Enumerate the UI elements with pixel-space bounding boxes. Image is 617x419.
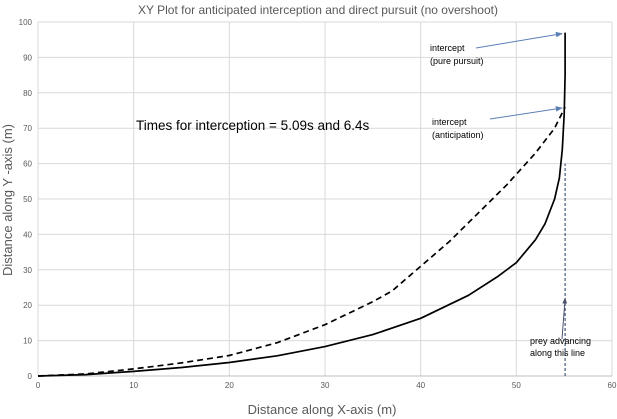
anticipation-line <box>37 106 566 377</box>
annotation-label: prey advancing <box>530 336 591 346</box>
series-group <box>37 32 566 377</box>
x-tick-label: 30 <box>321 381 330 390</box>
x-tick-label: 10 <box>129 381 138 390</box>
y-tick-label: 30 <box>23 266 32 275</box>
grid-lines <box>37 21 613 377</box>
annotation-arrow <box>489 106 563 120</box>
interception-times-label: Times for interception = 5.09s and 6.4s <box>136 118 370 133</box>
chart-title: XY Plot for anticipated interception and… <box>138 3 498 17</box>
y-tick-label: 10 <box>23 337 32 346</box>
tick-labels: 0 10 20 30 40 50 60 0 10 20 30 40 50 60 70 80 90 100 <box>19 18 617 390</box>
y-tick-label: 40 <box>23 230 32 239</box>
x-tick-label: 40 <box>416 381 425 390</box>
pure-pursuit-line <box>37 32 566 377</box>
annotation-2: prey advancing along this line <box>530 297 591 358</box>
y-tick-label: 50 <box>23 195 32 204</box>
x-tick-label: 0 <box>36 381 41 390</box>
y-tick-label: 100 <box>19 18 33 27</box>
annotation-label: (pure pursuit) <box>430 56 484 66</box>
annotation-arrow <box>561 297 568 340</box>
y-tick-label: 90 <box>23 53 32 62</box>
y-tick-label: 80 <box>23 89 32 98</box>
annotation-label: intercept <box>432 117 467 127</box>
x-tick-label: 20 <box>225 381 234 390</box>
annotations: intercept (pure pursuit) intercept (anticip… <box>136 31 591 358</box>
y-tick-label: 60 <box>23 160 32 169</box>
x-tick-label: 50 <box>512 381 521 390</box>
annotation-label: intercept <box>430 43 465 53</box>
annotation-label: (anticipation) <box>432 130 484 140</box>
annotation-0: intercept (pure pursuit) <box>430 31 563 66</box>
annotation-3: Times for interception = 5.09s and 6.4s <box>136 118 370 133</box>
y-tick-label: 20 <box>23 301 32 310</box>
y-axis-title: Distance along Y -axis (m) <box>0 124 15 276</box>
annotation-label: along this line <box>530 348 585 358</box>
y-tick-label: 70 <box>23 124 32 133</box>
y-tick-label: 0 <box>28 372 33 381</box>
x-axis-title: Distance along X-axis (m) <box>248 402 397 417</box>
annotation-1: intercept (anticipation) <box>432 106 563 140</box>
x-tick-label: 60 <box>608 381 617 390</box>
annotation-arrow <box>475 31 563 49</box>
